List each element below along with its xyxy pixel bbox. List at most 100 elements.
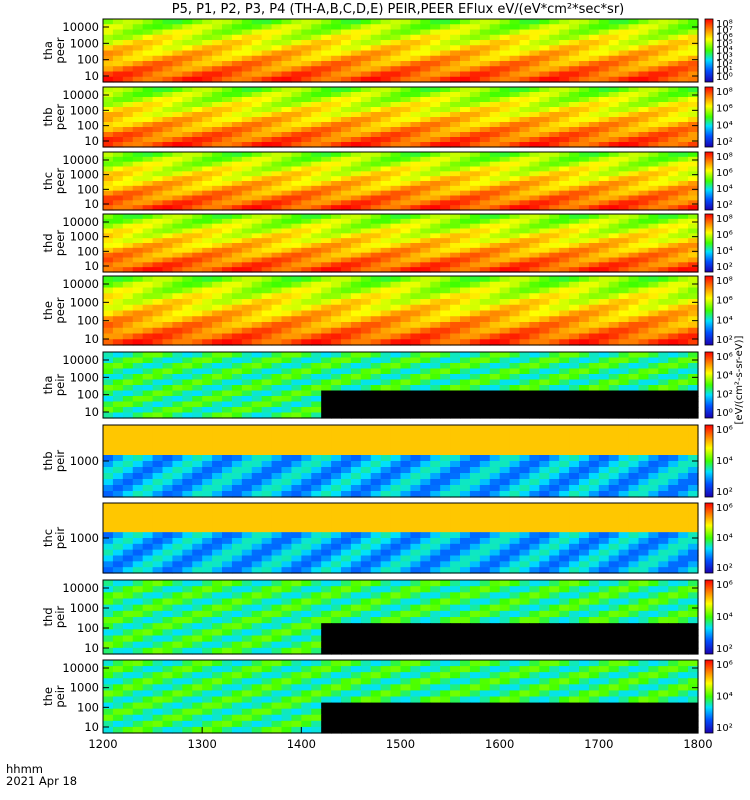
colorbar-tick-label: 10²	[716, 335, 733, 346]
colorbar-tick-label: 10⁶	[716, 660, 733, 671]
colorbar-tick-label: 10⁴	[716, 612, 733, 623]
y-tick-label: 1000	[70, 230, 99, 244]
y-tick-label: 1000	[70, 168, 99, 182]
y-tick-label: 10	[84, 197, 99, 211]
colorbar-tick-label: 10⁴	[716, 456, 733, 467]
colorbar-tick-label: 10⁸	[716, 214, 733, 225]
colorbar-tick-label: 10²	[716, 389, 733, 400]
spectrogram-image	[103, 276, 699, 346]
colorbar	[704, 275, 714, 346]
spectrogram-image	[103, 425, 699, 498]
y-tick-label: 100	[77, 182, 99, 196]
colorbar-tick-label: 10¹	[716, 65, 733, 76]
y-tick-label: 10000	[62, 215, 99, 229]
y-tick-label: 10	[84, 259, 99, 273]
spectrogram-image	[103, 660, 699, 734]
x-tick-label: 1700	[584, 737, 613, 751]
y-tick-label: 10	[84, 405, 99, 419]
spectrogram-image	[103, 19, 699, 83]
x-tick-label: 1300	[188, 737, 217, 751]
x-tick-label: 1500	[386, 737, 415, 751]
colorbar-tick-label: 10⁴	[716, 46, 733, 57]
x-tick-label: 1800	[683, 737, 712, 751]
y-tick-label: 10	[84, 332, 99, 346]
spectrogram-image	[103, 503, 699, 574]
colorbar	[704, 579, 714, 655]
colorbar	[704, 213, 714, 273]
colorbar-tick-label: 10²	[716, 723, 733, 734]
panel-probe-label: tha	[41, 376, 55, 395]
colorbar	[704, 18, 714, 83]
colorbar-tick-label: 10⁴	[716, 184, 733, 195]
colorbar-tick-label: 10⁸	[716, 276, 733, 287]
y-tick-label: 100	[77, 53, 99, 67]
y-tick-label: 1000	[70, 531, 99, 545]
colorbar-tick-label: 10⁴	[716, 371, 733, 382]
panel-product-label: peir	[53, 606, 67, 629]
x-tick-label: 1200	[88, 737, 117, 751]
colorbar-tick-label: 10⁶	[716, 296, 733, 307]
colorbar-tick-label: 10⁴	[716, 533, 733, 544]
x-tick-label: 1400	[287, 737, 316, 751]
colorbar-tick-label: 10⁷	[716, 26, 733, 37]
colorbar-tick-label: 10⁶	[716, 503, 733, 514]
panel-product-label: peir	[53, 450, 67, 473]
spectrogram-image	[103, 214, 699, 273]
panel-probe-label: thd	[41, 233, 55, 252]
colorbar-unit-label: [eV/(cm²-s-sr-eV)]	[734, 335, 745, 424]
colorbar	[704, 502, 714, 574]
panel-tha-peer: 10000100010010thapeer10⁸10⁷10⁶10⁵10⁴10³1…	[41, 18, 733, 83]
colorbar	[704, 86, 714, 148]
panel-product-label: peer	[53, 297, 67, 323]
colorbar-tick-label: 10⁸	[716, 87, 733, 98]
panel-probe-label: the	[41, 687, 55, 706]
y-tick-label: 10	[84, 134, 99, 148]
colorbar-tick-label: 10²	[716, 487, 733, 498]
x-tick-label: 1600	[485, 737, 514, 751]
y-tick-label: 10000	[62, 88, 99, 102]
x-label-format: hhmm	[6, 762, 43, 776]
spectrogram-image	[103, 352, 699, 419]
y-tick-label: 100	[77, 314, 99, 328]
date-label: 2021 Apr 18	[6, 774, 77, 788]
panel-probe-label: the	[41, 301, 55, 320]
y-tick-label: 10000	[62, 353, 99, 367]
colorbar-tick-label: 10³	[716, 52, 733, 63]
y-tick-label: 10	[84, 641, 99, 655]
colorbar-tick-label: 10⁸	[716, 152, 733, 163]
y-tick-label: 100	[77, 621, 99, 635]
y-tick-label: 10000	[62, 581, 99, 595]
colorbar-tick-label: 10⁴	[716, 120, 733, 131]
colorbar-tick-label: 10²	[716, 59, 733, 70]
colorbar-tick-label: 10⁶	[716, 168, 733, 179]
y-tick-label: 10	[84, 69, 99, 83]
panel-product-label: peir	[53, 527, 67, 550]
panel-probe-label: tha	[41, 41, 55, 60]
colorbar-tick-label: 10⁶	[716, 230, 733, 241]
y-tick-label: 100	[77, 119, 99, 133]
colorbar-tick-label: 10⁴	[716, 315, 733, 326]
colorbar-tick-label: 10⁶	[716, 32, 733, 43]
colorbar-tick-label: 10⁶	[716, 425, 733, 436]
panel-product-label: peer	[53, 104, 67, 130]
y-tick-label: 1000	[70, 681, 99, 695]
panels: 10000100010010thapeer10⁸10⁷10⁶10⁵10⁴10³1…	[41, 18, 733, 734]
colorbar-tick-label: 10⁴	[716, 692, 733, 703]
y-tick-label: 1000	[70, 295, 99, 309]
y-tick-label: 100	[77, 244, 99, 258]
panel-probe-label: thc	[41, 172, 55, 190]
y-tick-label: 10000	[62, 661, 99, 675]
y-tick-label: 1000	[70, 454, 99, 468]
panel-product-label: peer	[53, 230, 67, 256]
y-tick-label: 10000	[62, 277, 99, 291]
spectrogram-image	[103, 152, 699, 211]
y-tick-label: 1000	[70, 370, 99, 384]
colorbar	[704, 151, 714, 211]
